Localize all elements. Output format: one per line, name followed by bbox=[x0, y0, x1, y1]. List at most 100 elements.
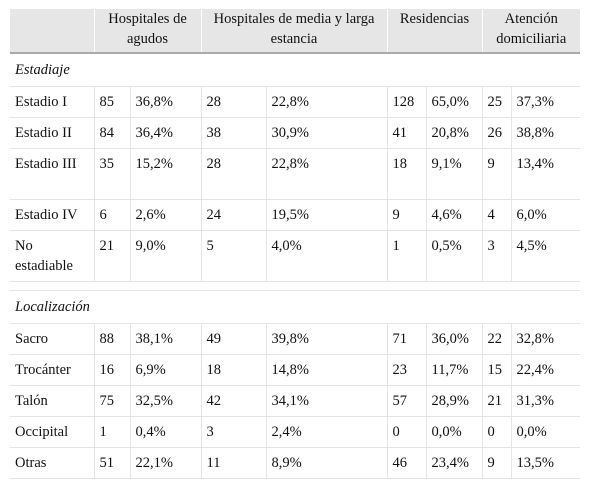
percent-cell: 14,8% bbox=[266, 354, 388, 386]
percent-cell: 31,3% bbox=[511, 385, 580, 417]
percent-cell: 36,0% bbox=[426, 323, 483, 355]
count-cell: 9 bbox=[482, 447, 512, 479]
percent-cell: 0,4% bbox=[130, 416, 202, 448]
count-cell: 38 bbox=[201, 117, 267, 149]
count-cell: 75 bbox=[94, 385, 131, 417]
percent-cell: 22,1% bbox=[130, 447, 202, 479]
section-header-row: Localización bbox=[10, 290, 580, 324]
row-label: Estadio III bbox=[10, 148, 95, 200]
count-cell: 1 bbox=[387, 230, 427, 282]
percent-cell: 0,0% bbox=[426, 416, 483, 448]
count-cell: 24 bbox=[201, 199, 267, 231]
count-cell: 71 bbox=[387, 323, 427, 355]
row-label: Talón bbox=[10, 385, 95, 417]
header-hospitales-agudos: Hospitales de agudos bbox=[94, 9, 202, 54]
percent-cell: 23,4% bbox=[426, 447, 483, 479]
percent-cell: 11,7% bbox=[426, 354, 483, 386]
percent-cell: 9,0% bbox=[130, 230, 202, 282]
count-cell: 11 bbox=[201, 447, 267, 479]
percent-cell: 0,0% bbox=[511, 416, 580, 448]
count-cell: 16 bbox=[94, 354, 131, 386]
row-label: Otras bbox=[10, 447, 95, 479]
count-cell: 28 bbox=[201, 148, 267, 200]
header-cell-empty bbox=[10, 9, 95, 54]
percent-cell: 2,6% bbox=[130, 199, 202, 231]
count-cell: 21 bbox=[482, 385, 512, 417]
percent-cell: 30,9% bbox=[266, 117, 388, 149]
percent-cell: 32,8% bbox=[511, 323, 580, 355]
percent-cell: 20,8% bbox=[426, 117, 483, 149]
count-cell: 35 bbox=[94, 148, 131, 200]
count-cell: 46 bbox=[387, 447, 427, 479]
count-cell: 4 bbox=[482, 199, 512, 231]
count-cell: 85 bbox=[94, 86, 131, 118]
count-cell: 9 bbox=[482, 148, 512, 200]
percent-cell: 22,4% bbox=[511, 354, 580, 386]
table-row: Estadio I 85 36,8% 28 22,8% 128 65,0% 25 37,3% bbox=[10, 86, 580, 118]
percent-cell: 65,0% bbox=[426, 86, 483, 118]
percent-cell: 4,6% bbox=[426, 199, 483, 231]
count-cell: 84 bbox=[94, 117, 131, 149]
row-label: Trocánter bbox=[10, 354, 95, 386]
table-row: Estadio III 35 15,2% 28 22,8% 18 9,1% 9 13,4% bbox=[10, 148, 580, 200]
table-row: No estadiable 21 9,0% 5 4,0% 1 0,5% 3 4,5% bbox=[10, 230, 580, 282]
table-row: Sacro 88 38,1% 49 39,8% 71 36,0% 22 32,8% bbox=[10, 323, 580, 355]
count-cell: 15 bbox=[482, 354, 512, 386]
count-cell: 57 bbox=[387, 385, 427, 417]
row-label: Estadio IV bbox=[10, 199, 95, 231]
percent-cell: 6,9% bbox=[130, 354, 202, 386]
percent-cell: 36,8% bbox=[130, 86, 202, 118]
count-cell: 88 bbox=[94, 323, 131, 355]
section-title: Localización bbox=[10, 290, 580, 324]
percent-cell: 2,4% bbox=[266, 416, 388, 448]
count-cell: 18 bbox=[387, 148, 427, 200]
count-cell: 25 bbox=[482, 86, 512, 118]
header-atencion-domiciliaria: Atención domiciliaria bbox=[482, 9, 580, 54]
row-label: No estadiable bbox=[10, 230, 95, 282]
count-cell: 22 bbox=[482, 323, 512, 355]
percent-cell: 6,0% bbox=[511, 199, 580, 231]
count-cell: 3 bbox=[482, 230, 512, 282]
percent-cell: 32,5% bbox=[130, 385, 202, 417]
row-label: Sacro bbox=[10, 323, 95, 355]
row-label: Estadio I bbox=[10, 86, 95, 118]
count-cell: 0 bbox=[387, 416, 427, 448]
percent-cell: 38,8% bbox=[511, 117, 580, 149]
percent-cell: 28,9% bbox=[426, 385, 483, 417]
percent-cell: 22,8% bbox=[266, 86, 388, 118]
header-residencias: Residencias bbox=[387, 9, 483, 54]
count-cell: 41 bbox=[387, 117, 427, 149]
table-row: Estadio II 84 36,4% 38 30,9% 41 20,8% 26 38,8% bbox=[10, 117, 580, 149]
table-body: Estadiaje Estadio I 85 36,8% 28 22,8% 128 65,0%… bbox=[10, 53, 580, 479]
count-cell: 5 bbox=[201, 230, 267, 282]
count-cell: 9 bbox=[387, 199, 427, 231]
percent-cell: 8,9% bbox=[266, 447, 388, 479]
count-cell: 18 bbox=[201, 354, 267, 386]
count-cell: 23 bbox=[387, 354, 427, 386]
percent-cell: 22,8% bbox=[266, 148, 388, 200]
count-cell: 21 bbox=[94, 230, 131, 282]
count-cell: 128 bbox=[387, 86, 427, 118]
percent-cell: 15,2% bbox=[130, 148, 202, 200]
percent-cell: 19,5% bbox=[266, 199, 388, 231]
table-row: Trocánter 16 6,9% 18 14,8% 23 11,7% 15 22,4% bbox=[10, 354, 580, 386]
count-cell: 49 bbox=[201, 323, 267, 355]
percent-cell: 13,5% bbox=[511, 447, 580, 479]
header-row: Hospitales de agudos Hospitales de media… bbox=[10, 9, 580, 54]
section-header-row: Estadiaje bbox=[10, 53, 580, 87]
table-row: Estadio IV 6 2,6% 24 19,5% 9 4,6% 4 6,0% bbox=[10, 199, 580, 231]
count-cell: 0 bbox=[482, 416, 512, 448]
percent-cell: 34,1% bbox=[266, 385, 388, 417]
percent-cell: 4,0% bbox=[266, 230, 388, 282]
percent-cell: 0,5% bbox=[426, 230, 483, 282]
percent-cell: 13,4% bbox=[511, 148, 580, 200]
header-hospitales-media-larga: Hospitales de media y larga estancia bbox=[201, 9, 388, 54]
count-cell: 26 bbox=[482, 117, 512, 149]
table-row: Occipital 1 0,4% 3 2,4% 0 0,0% 0 0,0% bbox=[10, 416, 580, 448]
count-cell: 3 bbox=[201, 416, 267, 448]
count-cell: 6 bbox=[94, 199, 131, 231]
data-table: Hospitales de agudos Hospitales de media… bbox=[10, 9, 580, 479]
table-row: Talón 75 32,5% 42 34,1% 57 28,9% 21 31,3% bbox=[10, 385, 580, 417]
count-cell: 42 bbox=[201, 385, 267, 417]
percent-cell: 4,5% bbox=[511, 230, 580, 282]
